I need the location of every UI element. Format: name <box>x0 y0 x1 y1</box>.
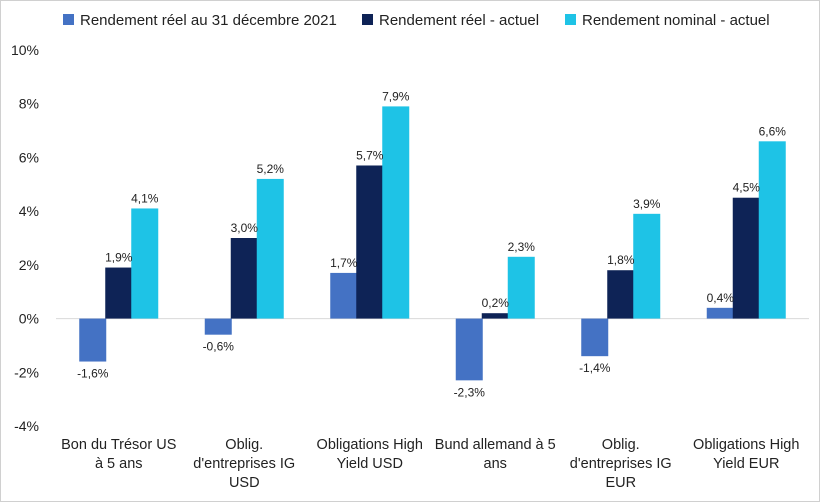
category-label: Bund allemand à 5 ans <box>435 437 556 472</box>
data-label-series2-cat5: 1,8% <box>607 253 635 267</box>
bar-series2-cat2 <box>230 238 258 319</box>
bar-series2-cat5 <box>607 270 635 319</box>
bar-series2-cat4 <box>481 313 509 319</box>
bar-series1-cat1 <box>79 318 107 362</box>
data-label-series2-cat6: 4,5% <box>733 181 761 195</box>
data-label-series3-cat5: 3,9% <box>633 197 661 211</box>
legend-swatch-2 <box>362 14 373 25</box>
bar-series1-cat5 <box>581 318 609 357</box>
y-tick-label: 0% <box>19 311 39 327</box>
data-label-series2-cat2: 3,0% <box>231 221 259 235</box>
y-tick-label: 2% <box>19 257 39 273</box>
category-label-line: Oblig. <box>602 437 640 453</box>
category-label: Obligations High Yield EUR <box>693 437 799 472</box>
category-label-line: Obligations High <box>693 437 799 453</box>
category-label-line: Bund allemand à 5 <box>435 437 556 453</box>
y-tick-label: 4% <box>19 203 39 219</box>
category-label-line: USD <box>229 475 260 491</box>
bar-series2-cat1 <box>105 267 133 319</box>
category-label-line: à 5 ans <box>95 456 143 472</box>
category-label: Oblig. d'entreprises IG EUR <box>570 437 672 491</box>
y-tick-label: 10% <box>11 42 39 58</box>
data-label-series3-cat6: 6,6% <box>759 124 787 138</box>
category-label-line: d'entreprises IG <box>193 456 295 472</box>
bar-series1-cat4 <box>455 318 483 381</box>
bar-series3-cat6 <box>758 141 786 319</box>
data-label-series1-cat6: 0,4% <box>707 291 735 305</box>
bar-series1-cat6 <box>706 307 734 319</box>
y-tick-label: 6% <box>19 149 39 165</box>
category-label: Oblig. d'entreprises IG USD <box>193 437 295 491</box>
bars <box>79 106 786 381</box>
bar-series3-cat2 <box>256 178 284 319</box>
category-label: Obligations High Yield USD <box>317 437 423 472</box>
y-axis: 10% 8% 6% 4% 2% 0% -2% -4% <box>11 42 39 434</box>
bar-series2-cat3 <box>356 165 384 319</box>
bar-series1-cat2 <box>204 318 232 335</box>
bar-series3-cat3 <box>382 106 410 319</box>
category-label-line: Oblig. <box>225 437 263 453</box>
category-label-line: Bon du Trésor US <box>61 437 176 453</box>
data-label-series1-cat5: -1,4% <box>579 361 611 375</box>
legend-swatch-3 <box>565 14 576 25</box>
data-labels: -1,6% 1,9% 4,1% -0,6% 3,0% 5,2% 1,7% 5,7% 7,9% -2… <box>77 89 786 399</box>
y-tick-label: -4% <box>14 418 39 434</box>
category-label-line: Yield EUR <box>713 456 779 472</box>
legend-swatch-1 <box>63 14 74 25</box>
bar-series1-cat3 <box>330 272 358 319</box>
data-label-series2-cat3: 5,7% <box>356 148 384 162</box>
y-tick-label: -2% <box>14 364 39 380</box>
x-axis: Bon du Trésor US à 5 ans Oblig. d'entrepris… <box>61 437 799 491</box>
data-label-series2-cat4: 0,2% <box>482 296 510 310</box>
bar-series2-cat6 <box>732 197 760 319</box>
category-label-line: ans <box>484 456 507 472</box>
category-label-line: Obligations High <box>317 437 423 453</box>
legend-label-1: Rendement réel au 31 décembre 2021 <box>80 12 337 29</box>
category-label-line: Yield USD <box>337 456 403 472</box>
legend: Rendement réel au 31 décembre 2021 Rendem… <box>63 12 770 29</box>
bar-series3-cat5 <box>633 213 661 319</box>
legend-label-2: Rendement réel - actuel <box>379 12 539 29</box>
category-label-line: d'entreprises IG <box>570 456 672 472</box>
data-label-series3-cat1: 4,1% <box>131 191 159 205</box>
data-label-series2-cat1: 1,9% <box>105 251 133 265</box>
legend-label-3: Rendement nominal - actuel <box>582 12 770 29</box>
bar-series3-cat1 <box>131 208 159 319</box>
data-label-series3-cat4: 2,3% <box>508 240 536 254</box>
data-label-series1-cat1: -1,6% <box>77 367 109 381</box>
data-label-series1-cat3: 1,7% <box>330 256 358 270</box>
y-tick-label: 8% <box>19 96 39 112</box>
data-label-series3-cat3: 7,9% <box>382 89 410 103</box>
data-label-series1-cat2: -0,6% <box>203 340 235 354</box>
category-label: Bon du Trésor US à 5 ans <box>61 437 176 472</box>
bar-series3-cat4 <box>507 256 535 319</box>
data-label-series1-cat4: -2,3% <box>454 385 486 399</box>
category-label-line: EUR <box>605 475 636 491</box>
data-label-series3-cat2: 5,2% <box>257 162 285 176</box>
